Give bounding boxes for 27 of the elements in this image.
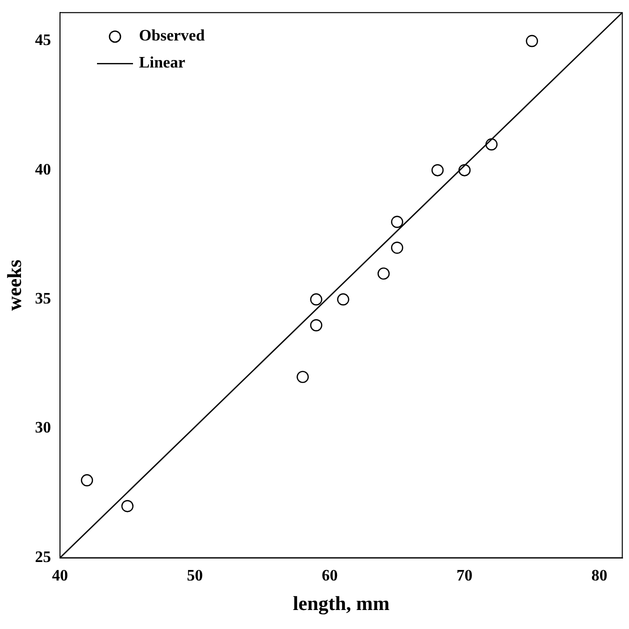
x-tick-label: 50 [186, 568, 203, 585]
point [121, 500, 134, 512]
y-tick-label: 45 [35, 32, 51, 50]
y-tick-label: 35 [35, 290, 51, 308]
point [431, 164, 444, 176]
point [391, 242, 404, 254]
point [378, 267, 390, 280]
x-tick-label: 70 [456, 568, 473, 585]
y-tick-label: 30 [35, 420, 51, 437]
x-axis-title: length, mm [292, 593, 390, 616]
y-tick-label: 40 [35, 161, 51, 178]
x-tick-label: 40 [52, 568, 68, 585]
x-tick-label: 80 [591, 568, 608, 585]
legend-label: Observed [139, 28, 205, 45]
legend-label: Linear [139, 54, 186, 72]
point [526, 34, 538, 48]
y-tick-label: 25 [35, 548, 51, 566]
point [337, 293, 350, 306]
point [485, 138, 498, 150]
point [310, 293, 322, 306]
point [80, 474, 94, 486]
point [458, 164, 471, 176]
point [310, 319, 322, 332]
point [296, 370, 309, 384]
point [391, 216, 404, 228]
x-tick-label: 60 [322, 568, 338, 585]
y-axis-title: weeks [4, 259, 26, 311]
